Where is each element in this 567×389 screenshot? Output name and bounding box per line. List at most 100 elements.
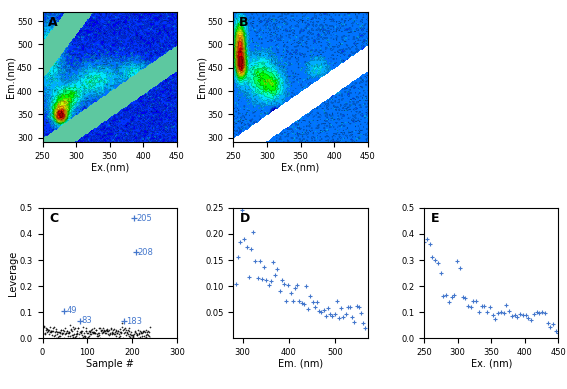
Y-axis label: Em.(nm): Em.(nm) [196,56,206,98]
Point [54,329,63,335]
Point [88,329,98,335]
Text: D: D [240,212,250,224]
Point [58,330,67,336]
Point [125,331,134,337]
Point [112,330,121,336]
Point [79,333,88,339]
Point [128,332,137,338]
Point [64,330,73,336]
Point [124,326,133,333]
Point [129,331,138,338]
Point [65,321,74,328]
Point [101,329,110,336]
Point [45,327,54,333]
Point [131,328,140,334]
Point [64,329,73,336]
Point [108,327,117,333]
Point [77,329,86,336]
Text: E: E [431,212,439,224]
Point [54,333,64,340]
Point [113,330,122,336]
X-axis label: Sample #: Sample # [86,359,134,368]
Point [125,328,134,334]
Point [73,325,82,331]
Point [39,331,48,337]
Point [146,324,155,330]
Point [49,333,58,339]
Text: 208: 208 [137,248,153,257]
Point [90,324,99,331]
Point [43,327,52,333]
Point [84,334,93,340]
Text: B: B [239,16,248,28]
Point [84,333,93,340]
Point [58,327,67,333]
Point [101,330,110,336]
Point [135,328,144,334]
Point [42,326,51,332]
Point [65,329,74,335]
Point [139,328,149,334]
Point [71,333,80,339]
Point [118,320,127,326]
Point [58,330,67,336]
Point [110,329,119,335]
Point [97,326,106,333]
Point [115,334,124,340]
Point [122,329,132,335]
Point [79,330,88,336]
Point [109,331,119,338]
Point [118,335,127,341]
Point [59,335,68,341]
Point [142,327,151,333]
Point [139,329,148,335]
Point [137,333,146,339]
Point [103,328,112,334]
Point [48,332,57,338]
X-axis label: Em. (nm): Em. (nm) [278,359,323,368]
Point [78,324,87,331]
Point [105,331,114,338]
Point [40,331,49,337]
Point [79,334,88,340]
Point [116,330,125,336]
Text: 183: 183 [126,317,142,326]
Point [104,331,113,338]
Point [57,327,66,333]
Point [86,327,95,333]
Point [92,330,101,336]
Point [140,335,149,341]
Point [99,329,108,335]
Point [65,329,74,335]
Point [50,332,60,338]
Point [109,330,118,336]
Point [139,333,149,339]
Point [107,329,116,335]
Point [129,331,138,337]
Point [142,329,151,335]
Point [82,325,91,331]
Point [47,329,56,335]
Point [83,335,92,341]
Point [105,329,115,336]
Point [121,329,130,335]
Point [99,328,108,334]
Point [43,326,52,332]
Point [61,330,70,336]
Point [96,327,105,333]
Point [136,329,145,336]
Y-axis label: Leverage: Leverage [8,251,18,296]
Point [82,328,91,335]
Point [57,331,66,337]
Point [89,329,98,336]
Point [111,331,120,338]
Point [52,331,61,337]
Point [80,334,89,340]
Point [145,333,154,340]
Point [85,329,94,335]
X-axis label: Ex.(nm): Ex.(nm) [281,163,320,172]
X-axis label: Ex. (nm): Ex. (nm) [471,359,512,368]
Point [61,325,70,331]
Point [54,329,63,336]
Point [117,324,126,331]
